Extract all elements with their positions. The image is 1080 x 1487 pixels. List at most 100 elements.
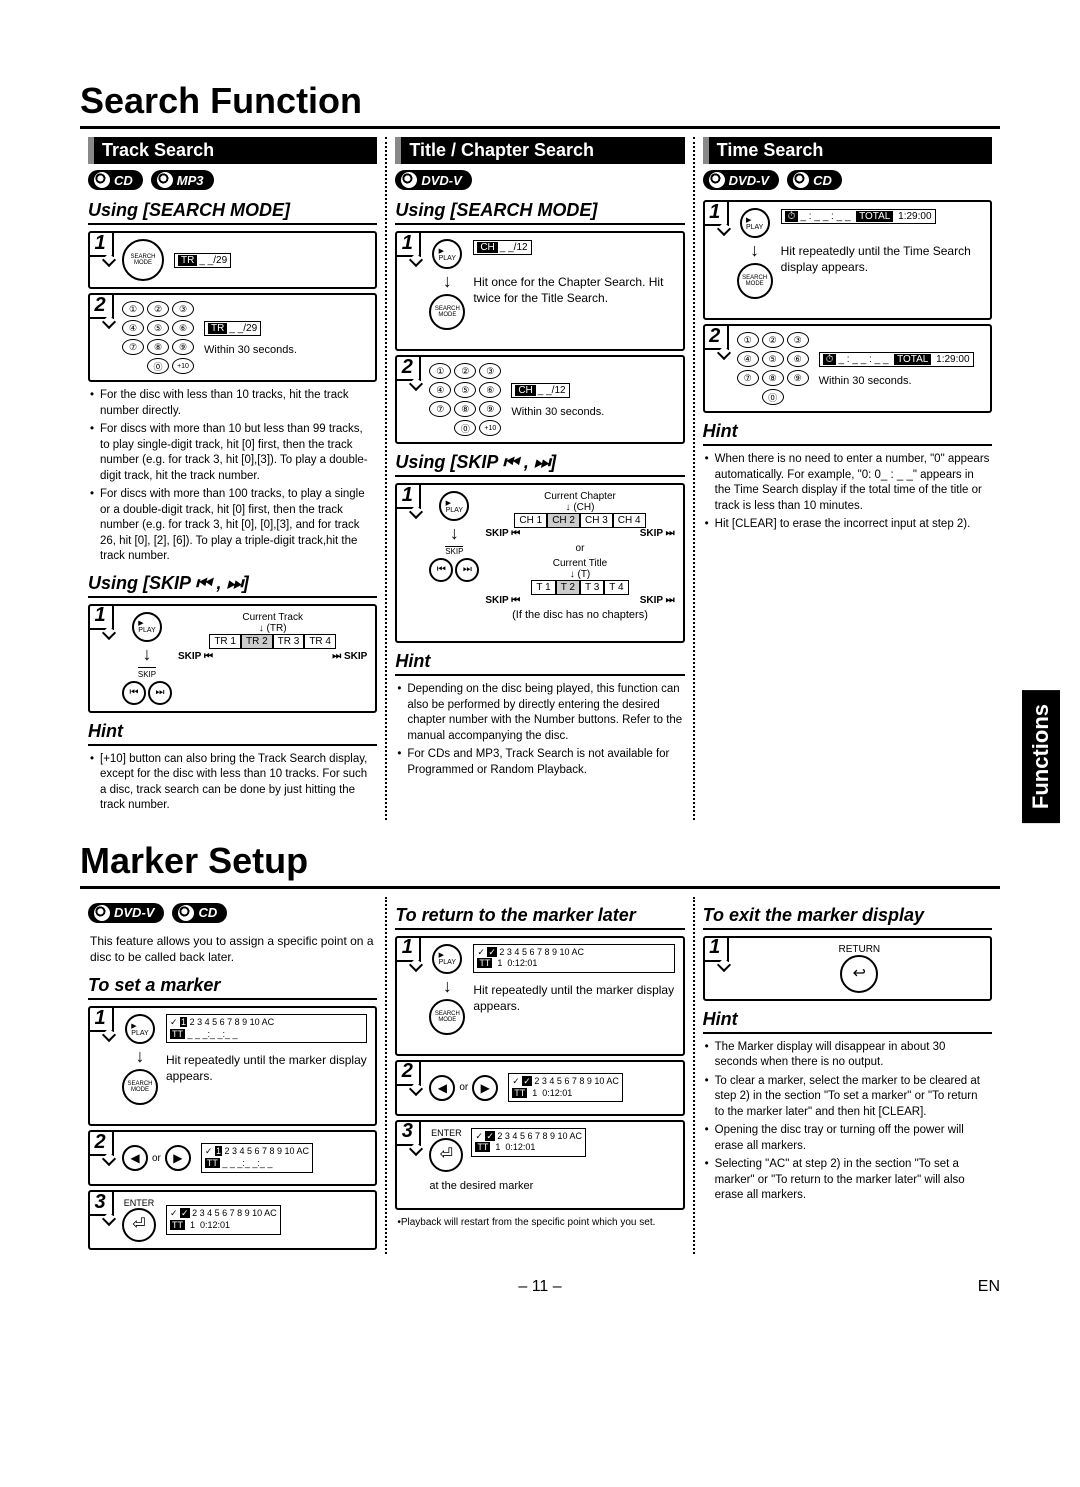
step-num: 1 [88,1006,114,1032]
marker-return-step-1: 1 ▶PLAY ↓ SEARCHMODE ✓ ✓ 2 3 4 5 6 7 8 9… [395,936,684,1056]
marker-return-step-3: 3 ENTER ⏎ ✓ ✓ 2 3 4 5 6 7 8 9 10 AC TT 1… [395,1120,684,1210]
marker-intro: This feature allows you to assign a spec… [90,933,375,965]
track-search-col: Track Search CD MP3 Using [SEARCH MODE] … [80,137,387,820]
within-30s: Within 30 seconds. [511,406,604,418]
step-num: 1 [703,200,729,226]
time-step-1: 1 ▶PLAY ↓ SEARCH MODE ⏱_ : _ _ : _ _ TOT… [703,200,992,320]
arrow-down-icon: ↓ [143,644,152,665]
step-num: 1 [395,483,421,509]
step-num: 3 [88,1190,114,1216]
left-right-buttons-icon: ◀or▶ [122,1145,191,1171]
using-searchmode-head-2: Using [SEARCH MODE] [395,200,684,225]
arrow-down-icon: ↓ [443,271,452,292]
page-title-marker: Marker Setup [80,840,1000,889]
hint-head-marker: Hint [703,1009,992,1034]
step-num: 1 [88,231,114,257]
osd-display: TR_ _/29 [174,253,231,268]
at-desired-marker: at the desired marker [429,1180,674,1192]
cd-badge: CD [172,903,227,923]
marker-exit-step-1: 1 RETURN ↩ [703,936,992,1001]
chapter-step-2: 2 ①②③ ④⑤⑥ ⑦⑧⑨ ⓪+10 CH_ _/12 Within 30 se… [395,355,684,444]
using-skip-head-1: Using [SKIP ⏮ , ⏭] [88,573,377,598]
hint-item: For CDs and MP3, Track Search is not ava… [397,747,682,778]
dvdv-badge: DVD-V [703,170,779,190]
step-num: 2 [88,1130,114,1156]
badges-track: CD MP3 [88,170,377,190]
marker-osd: ✓ ✓ 2 3 4 5 6 7 8 9 10 AC TT 1 0:12:01 [473,944,674,973]
search-columns: Track Search CD MP3 Using [SEARCH MODE] … [80,137,1000,820]
track-step-1: 1 SEARCH MODE TR_ _/29 [88,231,377,289]
step1-note: Hit once for the Chapter Search. Hit twi… [473,275,674,306]
arrow-down-icon: ↓ [136,1046,145,1067]
using-searchmode-head-1: Using [SEARCH MODE] [88,200,377,225]
play-button-icon: ▶PLAY [125,1014,155,1044]
marker-set-col: DVD-V CD This feature allows you to assi… [80,897,387,1254]
step-num: 3 [395,1120,421,1146]
step-num: 1 [88,604,114,630]
to-exit-marker-head: To exit the marker display [703,905,992,930]
hint-item: [+10] button can also bring the Track Se… [90,752,375,814]
time-step-2: 2 ①②③ ④⑤⑥ ⑦⑧⑨ ⓪ ⏱_ : _ _ : _ _ TOTAL 1:2… [703,324,992,413]
title-chapter-col: Title / Chapter Search DVD-V Using [SEAR… [387,137,694,820]
skip-next-button-icon: ⏭ [455,558,479,582]
marker-return-foot: •Playback will restart from the specific… [397,1216,682,1230]
page-footer: – 11 – EN [80,1278,1000,1296]
bullet: For discs with more than 10 but less tha… [90,422,375,484]
marker-osd: ✓ 1 2 3 4 5 6 7 8 9 10 AC TT _ _ _:_ _:_… [201,1143,313,1172]
hint-item: The Marker display will disappear in abo… [705,1040,990,1071]
play-button-icon: ▶PLAY [439,491,469,521]
marker-osd: ✓ 1 2 3 4 5 6 7 8 9 10 AC TT _ _ _:_ _:_… [166,1014,367,1043]
to-set-marker-head: To set a marker [88,975,377,1000]
osd-display: TR_ _/29 [204,321,261,336]
play-button-icon: ▶PLAY [432,239,462,269]
arrow-down-icon: ↓ [450,523,459,544]
play-button-icon: ▶PLAY [740,208,770,238]
step-num: 1 [703,936,729,962]
chapter-step-1: 1 ▶PLAY ↓ SEARCH MODE CH_ _/12 Hit once … [395,231,684,351]
enter-button-icon: ⏎ [429,1138,463,1172]
step-num: 2 [395,355,421,381]
arrow-down-icon: ↓ [443,976,452,997]
hint-item: Depending on the disc being played, this… [397,682,682,744]
marker-osd: ✓ ✓ 2 3 4 5 6 7 8 9 10 AC TT 1 0:12:01 [166,1205,281,1234]
time-search-col: Time Search DVD-V CD 1 ▶PLAY ↓ SEARCH MO… [695,137,1000,820]
using-skip-head-2: Using [SKIP ⏮ , ⏭] [395,452,684,477]
track-skip-diagram: Current Track ↓ (TR) TR 1TR 2TR 3TR 4 SK… [178,612,367,662]
play-button-icon: ▶PLAY [132,612,162,642]
to-return-marker-head: To return to the marker later [395,905,684,930]
badges-dvd: DVD-V [395,170,684,190]
osd-total-display: ⏱_ : _ _ : _ _ TOTAL 1:29:00 [819,352,974,367]
skip-prev-button-icon: ⏮ [429,558,453,582]
step-num: 1 [395,231,421,257]
osd-total-display: ⏱_ : _ _ : _ _ TOTAL 1:29:00 [781,209,936,224]
step-num: 2 [395,1060,421,1086]
hint-head-2: Hint [395,651,684,676]
dvdv-badge: DVD-V [88,903,164,923]
marker-set-step-2: 2 ◀or▶ ✓ 1 2 3 4 5 6 7 8 9 10 AC TT _ _ … [88,1130,377,1186]
marker-set-step-1: 1 ▶PLAY ↓ SEARCHMODE ✓ 1 2 3 4 5 6 7 8 9… [88,1006,377,1126]
enter-button-icon: ⏎ [122,1208,156,1242]
marker-return-col: To return to the marker later 1 ▶PLAY ↓ … [387,897,694,1254]
track-hints: [+10] button can also bring the Track Se… [90,752,375,814]
step-num: 2 [88,293,114,319]
page-lang: EN [978,1278,1000,1296]
cd-badge: CD [787,170,842,190]
bullet: For the disc with less than 10 tracks, h… [90,388,375,419]
note: Hit repeatedly until the marker display … [473,983,674,1014]
title-chapter-header: Title / Chapter Search [395,137,684,164]
page-title-search: Search Function [80,80,1000,129]
track-skip-step-1: 1 ▶PLAY ↓ SKIP ⏮ ⏭ Cu [88,604,377,713]
page-number: – 11 – [518,1278,561,1295]
keypad-icon: ①②③ ④⑤⑥ ⑦⑧⑨ ⓪ [737,332,809,405]
return-button-icon: ↩ [840,955,878,993]
time-search-header: Time Search [703,137,992,164]
within-30s: Within 30 seconds. [204,344,297,356]
searchmode-button-icon: SEARCH MODE [122,239,164,281]
marker-columns: DVD-V CD This feature allows you to assi… [80,897,1000,1254]
hint-item: To clear a marker, select the marker to … [705,1074,990,1121]
searchmode-button-icon: SEARCH MODE [429,294,465,330]
left-right-buttons-icon: ◀or▶ [429,1075,498,1101]
badges-time: DVD-V CD [703,170,992,190]
track-bullets: For the disc with less than 10 tracks, h… [90,388,375,565]
hint-head-1: Hint [88,721,377,746]
